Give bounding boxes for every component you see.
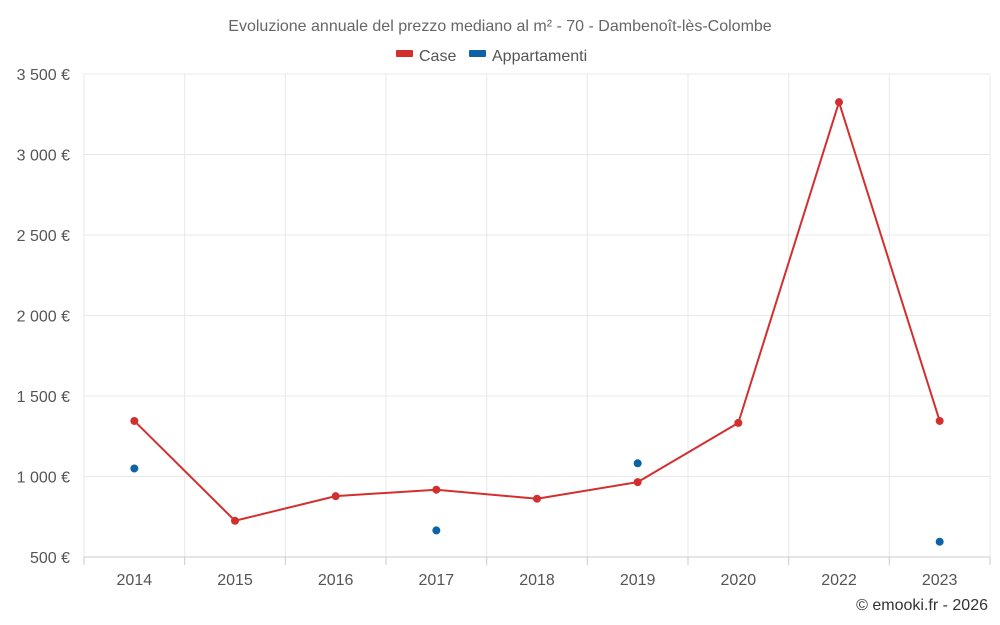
x-tick-label: 2014 [117,572,153,589]
data-point[interactable] [432,485,441,494]
credit-text: © emooki.fr - 2026 [856,597,988,614]
data-point[interactable] [633,459,642,468]
legend-item-case[interactable]: Case [396,48,456,65]
y-tick-label: 2 000 € [17,309,70,326]
x-tick-label: 2019 [620,572,656,589]
data-point[interactable] [130,416,139,425]
series-appartamenti [130,459,944,546]
y-axis: 500 € 1 000 € 1 500 € 2 000 € 2 500 € 3 000 €… [17,67,70,567]
data-point[interactable] [231,516,239,525]
legend: Case Appartamenti [396,48,587,65]
data-point[interactable] [432,526,441,535]
legend-swatch [469,50,486,57]
grid [83,73,991,565]
y-tick-label: 2 500 € [17,228,70,245]
y-tick-label: 1 500 € [17,389,70,406]
x-tick-label: 2022 [821,572,857,589]
x-tick-label: 2020 [721,572,757,589]
data-point[interactable] [331,492,340,501]
y-tick-label: 500 € [30,550,70,567]
x-axis: 2014 2015 2016 2017 2018 2019 2020 2022 2023 [117,572,958,589]
data-point[interactable] [835,98,843,107]
series-case [130,98,944,525]
series-layer [130,98,944,546]
y-tick-label: 3 000 € [17,148,70,165]
legend-item-appartamenti[interactable]: Appartamenti [469,48,587,65]
y-tick-label: 3 500 € [17,67,70,84]
data-point[interactable] [533,494,541,503]
x-tick-label: 2023 [922,572,958,589]
y-tick-label: 1 000 € [17,470,70,487]
legend-swatch [396,50,413,57]
legend-label: Appartamenti [492,48,587,65]
x-tick-label: 2018 [519,572,555,589]
x-tick-label: 2015 [217,572,253,589]
data-point[interactable] [935,416,944,425]
series-line [133,101,941,522]
chart-title: Evoluzione annuale del prezzo mediano al… [228,18,771,35]
data-point[interactable] [130,464,139,473]
x-tick-label: 2016 [318,572,354,589]
legend-label: Case [419,48,456,65]
data-point[interactable] [633,478,642,487]
data-point[interactable] [935,537,944,546]
x-tick-label: 2017 [419,572,455,589]
data-point[interactable] [734,418,743,427]
